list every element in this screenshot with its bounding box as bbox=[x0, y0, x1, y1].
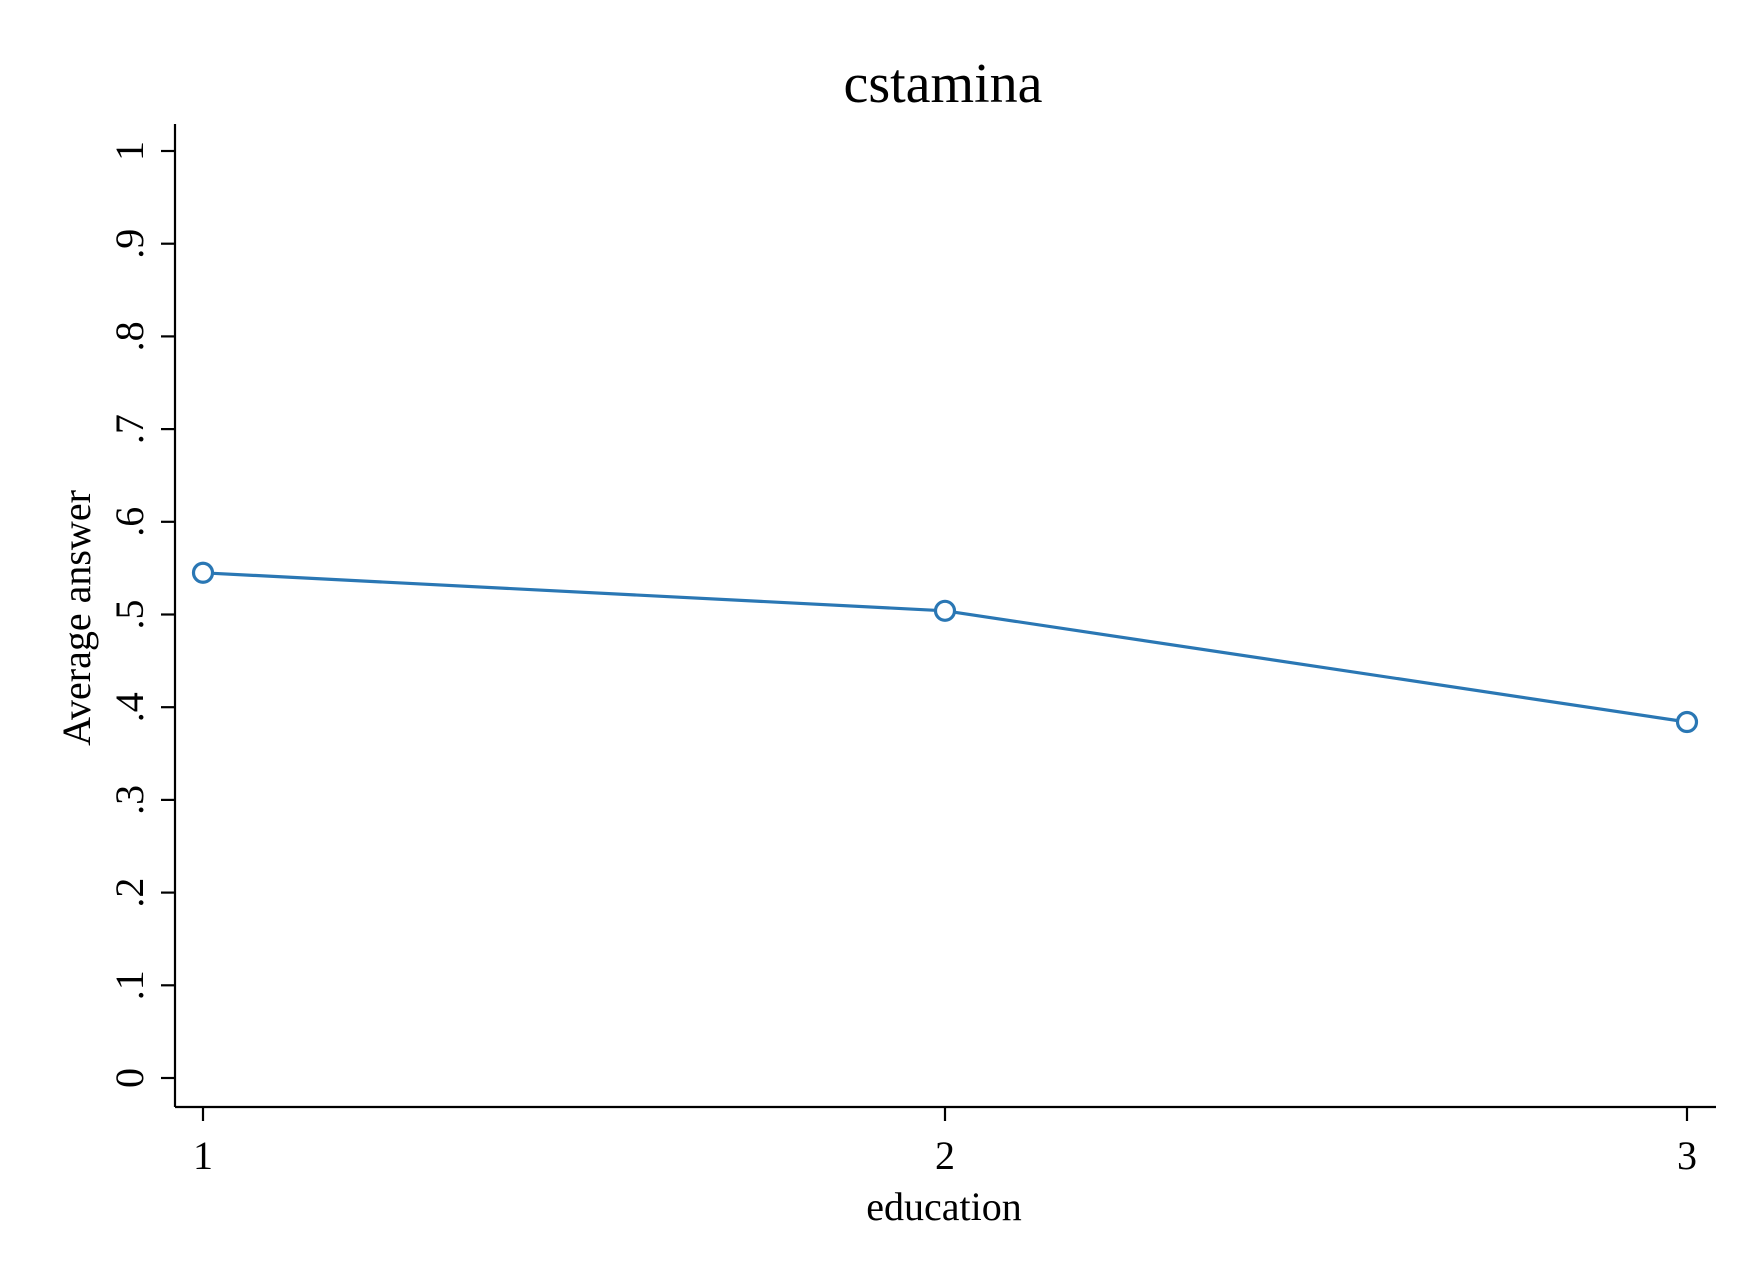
x-ticks: 1 2 3 bbox=[193, 1107, 1697, 1178]
y-tick-label: 0 bbox=[107, 1068, 152, 1088]
data-point bbox=[933, 599, 957, 622]
y-axis-label: Average answer bbox=[54, 490, 99, 746]
x-tick-label: 2 bbox=[935, 1133, 955, 1178]
y-tick-label: .1 bbox=[107, 970, 152, 1000]
y-tick-label: .9 bbox=[107, 229, 152, 259]
y-tick-label: .2 bbox=[107, 878, 152, 908]
series-layer bbox=[191, 561, 1699, 734]
series-line bbox=[202, 571, 1688, 724]
chart-title: cstamina bbox=[843, 53, 1042, 115]
x-axis-label: education bbox=[866, 1184, 1022, 1229]
y-tick-label: .6 bbox=[107, 507, 152, 537]
y-tick-label: 1 bbox=[107, 141, 152, 161]
y-ticks: 0 .1 .2 .3 .4 .5 .6 .7 .8 .9 1 bbox=[107, 141, 175, 1088]
data-point bbox=[1675, 710, 1699, 734]
x-tick-label: 1 bbox=[193, 1133, 213, 1178]
y-tick-label: .3 bbox=[107, 785, 152, 815]
y-tick-label: .8 bbox=[107, 321, 152, 351]
y-tick-label: .7 bbox=[107, 414, 152, 444]
data-point bbox=[191, 561, 215, 584]
y-tick-label: .4 bbox=[107, 692, 152, 722]
y-tick-label: .5 bbox=[107, 600, 152, 630]
x-tick-label: 3 bbox=[1677, 1133, 1697, 1178]
